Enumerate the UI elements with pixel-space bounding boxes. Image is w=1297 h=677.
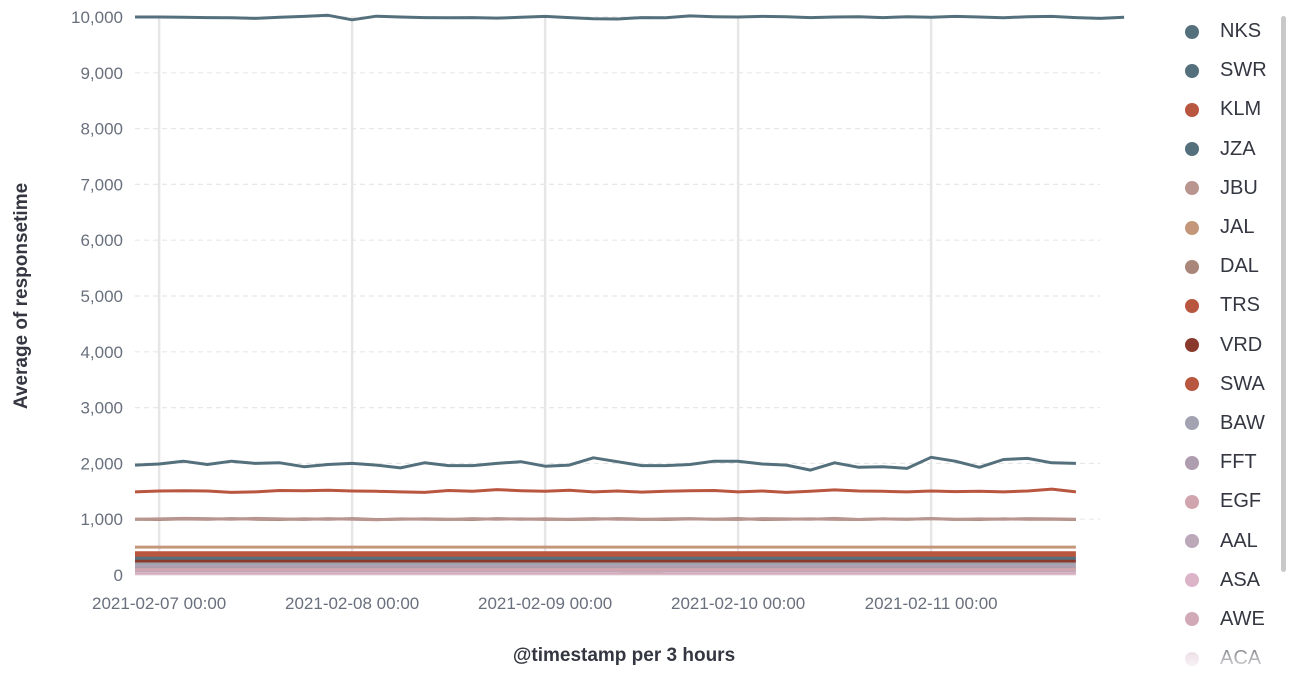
- legend-item-aal[interactable]: AAL: [1180, 521, 1280, 560]
- legend-item-jbu[interactable]: JBU: [1180, 169, 1280, 208]
- legend-item-jza[interactable]: JZA: [1180, 130, 1280, 169]
- series-line-swr: [134, 455, 1076, 472]
- legend-color-dot-icon: [1185, 142, 1199, 157]
- legend-label: BAW: [1220, 411, 1265, 434]
- legend-color-dot-icon: [1185, 416, 1199, 431]
- legend-color-dot-icon: [1185, 63, 1199, 78]
- legend-color-dot-icon: [1185, 651, 1199, 666]
- legend-color-dot-icon: [1185, 338, 1199, 353]
- legend-label: ASA: [1220, 568, 1261, 591]
- legend-item-vrd[interactable]: VRD: [1180, 326, 1280, 365]
- legend-color-dot-icon: [1185, 24, 1199, 39]
- legend-item-nks[interactable]: NKS: [1180, 12, 1280, 51]
- series-line-jbu: [134, 516, 1076, 522]
- legend-color-dot-icon: [1185, 377, 1199, 392]
- legend-color-dot-icon: [1185, 181, 1199, 196]
- y-tick-label: 4,000: [80, 343, 123, 362]
- legend-label: JZA: [1220, 137, 1256, 160]
- x-tick-label: 2021-02-11 00:00: [865, 594, 998, 613]
- legend-label: AWE: [1220, 607, 1265, 630]
- y-axis-title: Average of responsetime: [11, 183, 32, 409]
- legend-item-trs[interactable]: TRS: [1180, 286, 1280, 325]
- x-tick-label: 2021-02-07 00:00: [92, 594, 226, 613]
- legend: NKS SWR KLM JZA JBU JAL DAL TRS VRD SWA BAW FFT EGF A…: [1180, 12, 1280, 667]
- legend-label: JBU: [1220, 176, 1258, 199]
- legend-label: VRD: [1220, 333, 1263, 356]
- series-line-klm: [134, 487, 1077, 494]
- legend-label: KLM: [1220, 98, 1262, 121]
- x-axis-tick-labels: 2021-02-07 00:00 2021-02-08 00:00 2021-02-…: [92, 594, 998, 613]
- legend-label: AAL: [1220, 529, 1258, 552]
- legend-color-dot-icon: [1185, 259, 1199, 274]
- legend-label: DAL: [1220, 255, 1259, 278]
- x-tick-label: 2021-02-08 00:00: [285, 594, 419, 613]
- legend-item-dal[interactable]: DAL: [1180, 247, 1280, 286]
- x-tick-label: 2021-02-09 00:00: [478, 594, 612, 613]
- y-tick-label: 8,000: [80, 120, 123, 139]
- legend-color-dot-icon: [1185, 612, 1199, 627]
- legend-label: FFT: [1220, 451, 1257, 474]
- legend-label: JAL: [1220, 216, 1255, 239]
- legend-color-dot-icon: [1185, 534, 1199, 549]
- legend-item-jal[interactable]: JAL: [1180, 208, 1280, 247]
- legend-item-awe[interactable]: AWE: [1180, 600, 1280, 639]
- y-axis-tick-labels: 0 1,000 2,000 3,000 4,000 5,000 6,000 7,000 8,00…: [71, 8, 123, 585]
- legend-label: TRS: [1220, 294, 1260, 317]
- legend-label: SWA: [1220, 372, 1265, 395]
- legend-label: SWR: [1220, 59, 1267, 82]
- y-tick-label: 3,000: [80, 399, 123, 418]
- line-chart: 0 1,000 2,000 3,000 4,000 5,000 6,000 7,000 8,00…: [11, 8, 1125, 666]
- legend-label: NKS: [1220, 20, 1262, 43]
- legend-item-asa[interactable]: ASA: [1180, 561, 1280, 600]
- legend-item-swa[interactable]: SWA: [1180, 365, 1280, 404]
- series-lines: [134, 13, 1125, 576]
- y-tick-label: 0: [114, 566, 123, 585]
- y-tick-label: 6,000: [80, 231, 123, 250]
- legend-color-dot-icon: [1185, 455, 1199, 470]
- y-tick-label: 5,000: [80, 287, 123, 306]
- series-line-nks: [135, 13, 1125, 22]
- legend-item-egf[interactable]: EGF: [1180, 482, 1280, 521]
- legend-item-klm[interactable]: KLM: [1180, 90, 1280, 129]
- legend-item-aca[interactable]: ACA: [1180, 639, 1280, 667]
- legend-label: EGF: [1220, 490, 1262, 513]
- legend-color-dot-icon: [1185, 573, 1199, 588]
- legend-item-baw[interactable]: BAW: [1180, 404, 1280, 443]
- legend-label: ACA: [1220, 647, 1262, 667]
- y-tick-label: 1,000: [80, 510, 123, 529]
- x-tick-label: 2021-02-10 00:00: [671, 594, 805, 613]
- y-tick-label: 10,000: [71, 8, 123, 27]
- y-tick-label: 7,000: [80, 175, 123, 194]
- legend-scrollbar[interactable]: [1281, 16, 1286, 572]
- legend-item-swr[interactable]: SWR: [1180, 51, 1280, 90]
- legend-item-fft[interactable]: FFT: [1180, 443, 1280, 482]
- legend-color-dot-icon: [1185, 102, 1199, 117]
- y-tick-label: 9,000: [80, 64, 123, 83]
- legend-color-dot-icon: [1185, 298, 1199, 313]
- x-axis-title: @timestamp per 3 hours: [513, 645, 735, 666]
- legend-color-dot-icon: [1185, 220, 1199, 235]
- legend-color-dot-icon: [1185, 494, 1199, 509]
- y-tick-label: 2,000: [80, 454, 123, 473]
